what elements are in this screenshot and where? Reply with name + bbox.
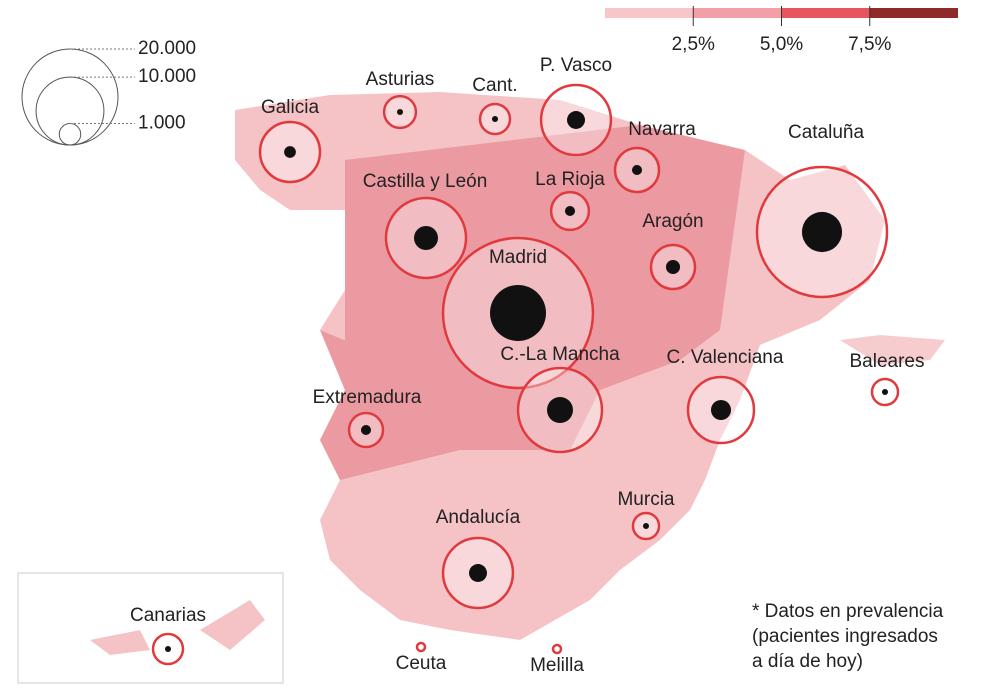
- region-label: La Rioja: [535, 169, 605, 190]
- region-label: Murcia: [617, 489, 674, 510]
- region-label: Galicia: [261, 97, 320, 118]
- bubble-core: [284, 146, 296, 158]
- note: * Datos en prevalencia (pacientes ingresa…: [752, 601, 944, 672]
- bubble-core: [396, 108, 404, 116]
- bubble-core: [567, 111, 585, 129]
- note-line: * Datos en prevalencia: [752, 601, 944, 622]
- region-label: Canarias: [130, 605, 206, 626]
- region-label: Andalucía: [436, 507, 521, 528]
- bubble-core: [564, 205, 576, 217]
- color-legend: 2,5% 5,0% 7,5%: [605, 6, 958, 55]
- size-legend: 20.000 10.000 1.000: [21, 38, 196, 146]
- central-regions: [345, 125, 745, 450]
- color-tick-label: 2,5%: [672, 34, 715, 55]
- size-circle: [35, 76, 105, 146]
- bubble-core: [665, 259, 681, 275]
- bubble-core: [360, 424, 372, 436]
- region-label: Madrid: [489, 247, 547, 268]
- region-label: Cant.: [472, 75, 517, 96]
- color-swatch: [693, 8, 782, 18]
- canarias-box: [17, 572, 284, 684]
- region-label: C. Valenciana: [667, 347, 784, 368]
- color-swatch: [605, 8, 694, 18]
- color-tick-label: 7,5%: [848, 34, 891, 55]
- note-line: a día de hoy): [752, 651, 863, 672]
- bubble-core: [631, 164, 643, 176]
- region-label: Baleares: [850, 351, 925, 372]
- region-label: Ceuta: [396, 653, 447, 674]
- bubble-core: [491, 115, 499, 123]
- size-circle: [58, 123, 82, 146]
- baleares-area: [840, 335, 945, 365]
- land: [17, 92, 945, 684]
- size-label: 10.000: [138, 66, 196, 87]
- bubble-core: [801, 211, 843, 253]
- bubble-core: [546, 396, 574, 424]
- note-line: (pacientes ingresados: [752, 626, 938, 647]
- color-tick-label: 5,0%: [760, 34, 803, 55]
- region-label: Melilla: [530, 655, 584, 676]
- region-label: Castilla y León: [363, 171, 488, 192]
- color-swatch: [869, 8, 958, 18]
- region-label: Asturias: [366, 69, 435, 90]
- region-label: Cataluña: [788, 122, 864, 143]
- size-label: 20.000: [138, 38, 196, 59]
- region-label: Extremadura: [313, 387, 422, 408]
- bubble-core: [642, 522, 650, 530]
- size-circle: [21, 48, 119, 146]
- bubble: [551, 643, 563, 655]
- bubbles: Galicia Asturias Cant. P. Vasco Navarra Catal…: [130, 55, 925, 676]
- bubble-core: [164, 645, 172, 653]
- bubble-core: [490, 285, 546, 341]
- size-label: 1.000: [138, 113, 186, 134]
- bubble-core: [710, 399, 732, 421]
- bubble-core: [469, 564, 487, 582]
- region-label: Aragón: [642, 211, 703, 232]
- color-swatch: [781, 8, 870, 18]
- region-label: C.-La Mancha: [500, 344, 620, 365]
- bubble-core: [414, 226, 438, 250]
- canarias-land: [90, 600, 265, 655]
- region-label: Navarra: [628, 119, 696, 140]
- region-label: P. Vasco: [540, 55, 612, 76]
- bubble-core: [881, 388, 889, 396]
- bubble: [415, 641, 427, 653]
